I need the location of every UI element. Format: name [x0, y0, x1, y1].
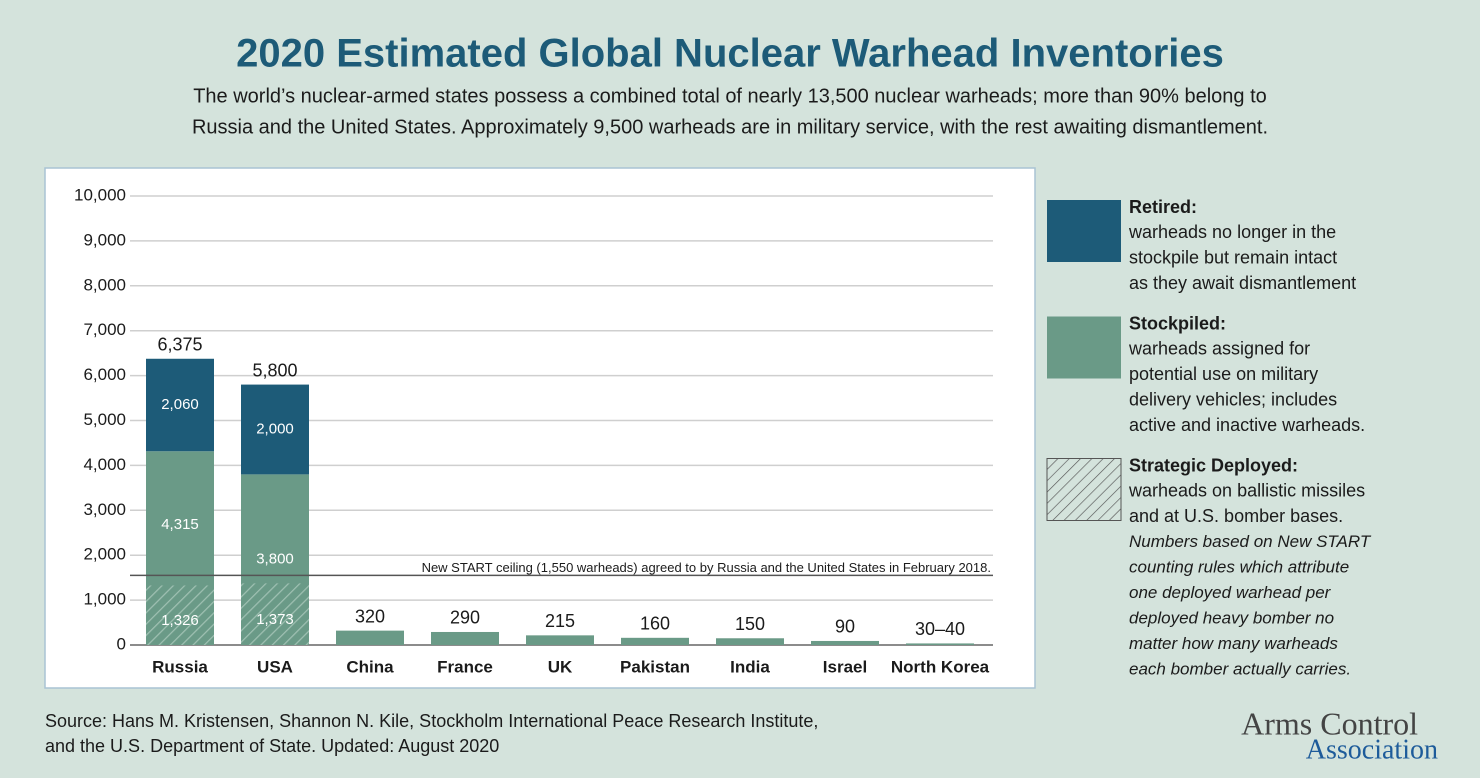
legend-swatch: [1047, 316, 1121, 379]
value-label: 2,060: [161, 396, 199, 413]
total-label: 160: [640, 614, 670, 634]
legend-description: warheads no longer in the: [1128, 222, 1336, 242]
legend-swatch: [1046, 458, 1122, 521]
legend-description: as they await dismantlement: [1129, 273, 1356, 293]
x-tick-label: Israel: [823, 657, 867, 676]
y-tick-label: 1,000: [83, 590, 126, 609]
legend-description: potential use on military: [1129, 364, 1318, 384]
subtitle: Russia and the United States. Approximat…: [192, 116, 1268, 138]
x-tick-label: France: [437, 657, 493, 676]
value-label: 4,315: [161, 516, 199, 533]
reference-label: New START ceiling (1,550 warheads) agree…: [422, 560, 991, 575]
legend-description: stockpile but remain intact: [1129, 247, 1337, 267]
legend-note: counting rules which attribute: [1129, 557, 1349, 576]
total-label: 320: [355, 606, 385, 626]
bar-segment: [526, 635, 594, 645]
bar-segment: [621, 637, 689, 645]
x-tick-label: India: [730, 657, 770, 676]
legend-name: Stockpiled:: [1129, 313, 1226, 333]
legend-description: warheads assigned for: [1128, 338, 1310, 358]
total-label: 6,375: [157, 335, 202, 355]
legend-note: deployed heavy bomber no: [1129, 608, 1334, 627]
legend-note: Numbers based on New START: [1129, 532, 1372, 551]
x-tick-label: UK: [548, 657, 573, 676]
subtitle: The world’s nuclear-armed states possess…: [193, 85, 1267, 107]
value-label: 1,326: [161, 612, 199, 629]
total-label: 5,800: [252, 360, 297, 380]
bar-segment: [431, 631, 499, 645]
total-label: 90: [835, 617, 855, 637]
y-tick-label: 4,000: [83, 455, 126, 474]
logo: Arms Control: [1241, 705, 1418, 741]
source: and the U.S. Department of State. Update…: [45, 736, 499, 756]
bar-segment: [811, 640, 879, 645]
total-label: 290: [450, 608, 480, 628]
bar-segment: [241, 583, 309, 645]
y-tick-label: 2,000: [83, 545, 126, 564]
y-tick-label: 6,000: [83, 365, 126, 384]
source: Source: Hans M. Kristensen, Shannon N. K…: [45, 711, 818, 731]
x-tick-label: Pakistan: [620, 657, 690, 676]
total-label: 215: [545, 611, 575, 631]
total-label: 30–40: [915, 619, 965, 639]
legend-name: Retired:: [1129, 197, 1197, 217]
y-tick-label: 0: [117, 634, 126, 653]
y-tick-label: 3,000: [83, 500, 126, 519]
bar-segment: [241, 384, 309, 475]
x-tick-label: China: [346, 657, 394, 676]
bar-segment: [146, 358, 214, 452]
x-tick-label: North Korea: [891, 657, 990, 676]
y-tick-label: 10,000: [74, 185, 126, 204]
y-tick-label: 5,000: [83, 410, 126, 429]
value-label: 1,373: [256, 611, 294, 628]
legend-description: warheads on ballistic missiles: [1128, 480, 1365, 500]
y-tick-label: 7,000: [83, 320, 126, 339]
total-label: 150: [735, 614, 765, 634]
value-label: 3,800: [256, 551, 294, 568]
legend-note: one deployed warhead per: [1129, 583, 1332, 602]
chart-title: 2020 Estimated Global Nuclear Warhead In…: [236, 32, 1224, 76]
bar-segment: [906, 643, 974, 645]
legend-note: matter how many warheads: [1129, 634, 1338, 653]
legend-name: Strategic Deployed:: [1129, 455, 1298, 475]
bar-segment: [146, 585, 214, 645]
value-label: 2,000: [256, 420, 294, 437]
legend-description: active and inactive warheads.: [1129, 415, 1365, 435]
bar-segment: [716, 638, 784, 645]
bar-segment: [336, 630, 404, 645]
legend-note: each bomber actually carries.: [1129, 659, 1351, 678]
y-tick-label: 9,000: [83, 230, 126, 249]
legend-swatch: [1047, 200, 1121, 262]
legend-description: and at U.S. bomber bases.: [1129, 506, 1343, 526]
logo: Association: [1306, 734, 1438, 765]
legend-description: delivery vehicles; includes: [1129, 389, 1337, 409]
x-tick-label: Russia: [152, 657, 208, 676]
y-tick-label: 8,000: [83, 275, 126, 294]
x-tick-label: USA: [257, 657, 293, 676]
